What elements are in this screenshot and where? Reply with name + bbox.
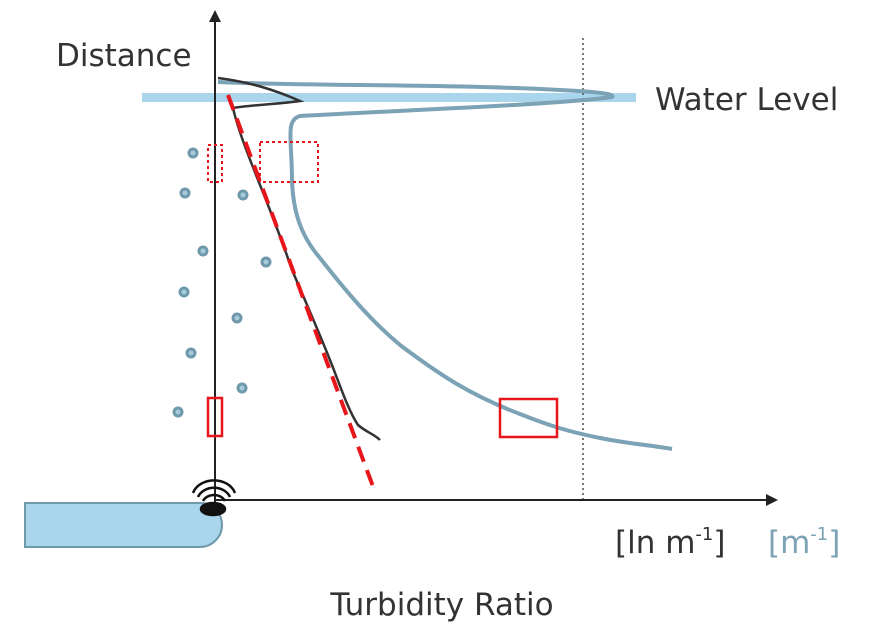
unit-exponent: -1 — [695, 524, 713, 545]
linear-unit: [m-1] — [768, 524, 840, 561]
unit-base: [ln m — [615, 525, 695, 561]
particles — [172, 147, 272, 418]
unit-base: [m — [768, 525, 810, 561]
sample-window — [259, 141, 319, 183]
sample-window — [207, 144, 223, 183]
log-unit: [ln m-1] — [615, 524, 725, 561]
water-level-band — [142, 93, 636, 102]
turbidity-curve — [217, 80, 673, 451]
unit-exponent: -1 — [810, 524, 828, 545]
y-axis-label: Distance — [56, 38, 192, 74]
sensor-signal — [191, 479, 237, 517]
unit-close: ] — [828, 525, 840, 561]
unit-close: ] — [713, 525, 725, 561]
sample-window — [498, 397, 559, 439]
water-level-label: Water Level — [655, 82, 838, 118]
sample-window — [206, 396, 224, 438]
linear-fit — [226, 94, 377, 493]
x-axis-label: Turbidity Ratio — [329, 587, 553, 623]
sensor-housing — [24, 502, 223, 548]
